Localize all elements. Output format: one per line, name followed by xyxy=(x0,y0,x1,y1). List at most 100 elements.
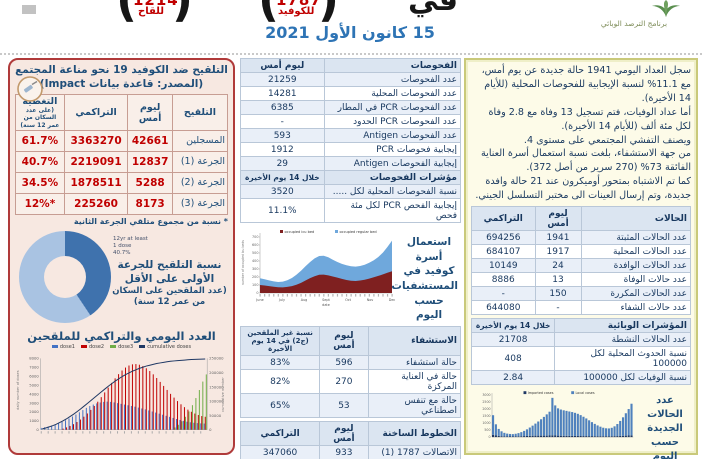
col-header-period: خلال 14 يوم الأخيرة xyxy=(470,318,556,334)
covid-hotline-number: 1787 xyxy=(276,0,322,9)
summary-line: من جهة الاستشفاء، بلغت نسبة استعمال أسرة… xyxy=(481,148,691,174)
row-cumulative: 8886 xyxy=(471,272,536,288)
svg-text:400: 400 xyxy=(252,259,258,263)
hospital-beds-block: 0 100 200 300 400 500 600 700 June July Aug Sept Oct… xyxy=(240,227,461,323)
legend-swatch-dose3 xyxy=(110,345,117,349)
row-value: 14281 xyxy=(240,86,325,101)
col-header-period: خلال 14 يوم الأخيرة xyxy=(240,170,325,185)
header-divider xyxy=(0,53,702,55)
vaccination-chart-title: العدد اليومي والتراكمي للملقحين xyxy=(27,328,216,343)
svg-text:100: 100 xyxy=(252,283,258,287)
title-paren: ( xyxy=(258,0,280,27)
row-value: 21259 xyxy=(240,72,325,87)
table-row: الجرعة (3) 8173 225260 *12% xyxy=(15,192,229,215)
row-yesterday: 5288 xyxy=(127,171,173,194)
table-row: إيجابية الفحص PCR لكل مئة فحص 11.1% xyxy=(240,198,462,223)
surveillance-program-label: برنامج الترصد الوبائي xyxy=(600,19,668,28)
first-dose-donut-chart xyxy=(19,230,111,323)
legend-swatch-cumulative xyxy=(139,345,146,349)
row-value: 1912 xyxy=(240,142,325,157)
row-label: نسبة الفحوصات المحلية لكل ..... xyxy=(323,184,462,199)
table-row: عدد الفحوصات PCR الحدود - xyxy=(240,114,462,129)
row-label: الجرعة (1) xyxy=(171,150,229,173)
row-label: عدد الفحوصات PCR الحدود xyxy=(323,114,462,129)
row-value: 29 xyxy=(240,156,325,171)
title-paren: ( xyxy=(116,0,138,27)
table-row: عدد الحالات النشطة 21708 xyxy=(470,332,691,348)
legend-label: dose2 xyxy=(88,343,105,350)
row-yesterday: 1917 xyxy=(534,244,582,260)
syringe-icon xyxy=(17,76,43,107)
report-date: 15 كانون الأول 2021 xyxy=(265,23,435,42)
legend-label: dose1 xyxy=(59,343,75,350)
summary-line: سجل العداد اليومي 1941 حالة جديدة عن يوم… xyxy=(481,65,691,104)
svg-text:Local cases: Local cases xyxy=(576,391,595,395)
row-label: عدد الفحوصات Antigen xyxy=(323,128,462,143)
svg-text:occupied regular bed: occupied regular bed xyxy=(340,230,377,234)
row-cumulative: 2219091 xyxy=(63,150,129,173)
svg-text:8000: 8000 xyxy=(29,357,39,361)
dose3-footnote: * نسبة من مجموع متلقي الجرعة الثانية xyxy=(73,216,228,226)
cases-table: الحالات ليوم أمس التراكمي عدد الحالات ال… xyxy=(471,206,691,316)
svg-text:300: 300 xyxy=(252,267,258,271)
summary-line: أما عداد الوفيات، فتم تسجيل 13 وفاة مع 2… xyxy=(488,106,691,132)
col-header-cumulative: التراكمي xyxy=(63,94,129,131)
row-value: 21708 xyxy=(470,332,556,348)
table-row: حالة في العناية المركزة 270 82% xyxy=(239,369,462,395)
daily-summary-text: سجل العداد اليومي 1941 حالة جديدة عن يوم… xyxy=(471,64,691,203)
row-value: 11.1% xyxy=(240,198,325,223)
svg-text:July: July xyxy=(278,298,285,302)
table-row: عدد الفحوصات PCR في المطار 6385 xyxy=(240,100,462,115)
col-header-yesterday: ليوم أمس xyxy=(534,206,582,232)
row-label: الجرعة (2) xyxy=(171,171,229,194)
col-header-test-indicators: مؤشرات الفحوصات xyxy=(323,170,462,185)
row-label: إيجابية الفحوصات Antigen xyxy=(323,156,462,171)
svg-text:Sept: Sept xyxy=(322,298,330,302)
row-cumulative: 225260 xyxy=(63,192,129,215)
table-row: حالة مع تنفس اصطناعي 53 65% xyxy=(239,393,462,419)
row-coverage: 34.5% xyxy=(15,171,65,194)
hotline-table-header: الخطوط الساخنة ليوم أمس التراكمي xyxy=(239,421,462,447)
cedar-logo-icon xyxy=(652,0,680,17)
table-row: عدد حالات الشفاء -644080 xyxy=(471,300,691,316)
row-yesterday: 933 xyxy=(319,445,369,459)
epi-indicators-table: المؤشرات الوبائية خلال 14 يوم الأخيرة عد… xyxy=(470,318,691,386)
col-header-tests: الفحوصات xyxy=(323,58,462,73)
row-label: عدد الحالات المثبتة xyxy=(580,230,691,246)
hospital-beds-area-chart: 0 100 200 300 400 500 600 700 June July Aug Sept Oct… xyxy=(241,230,396,307)
col-header-cases: الحالات xyxy=(580,206,691,232)
table-row: إيجابية فحوصات PCR 1912 xyxy=(240,142,462,157)
summary-line: ويصنف التفشي المجتمعي على مستوى 4. xyxy=(523,134,691,146)
tests-column: الفحوصات ليوم أمس عدد الفحوصات 21259 عدد … xyxy=(239,58,462,459)
donut-caption: نسبة التلقيح للجرعة الأولى على الأقل (عد… xyxy=(112,259,227,308)
col-header-vaccination: التلقيح xyxy=(171,94,229,131)
col-header-yesterday: ليوم أمس xyxy=(319,326,369,357)
row-value: 3520 xyxy=(240,184,325,199)
svg-text:Dec: Dec xyxy=(389,298,396,302)
svg-text:1000: 1000 xyxy=(29,419,39,423)
svg-text:Nov: Nov xyxy=(367,298,374,302)
covid-hotline-label: للكوفيد xyxy=(278,6,315,17)
tests-table: الفحوصات ليوم أمس عدد الفحوصات 21259 عدد … xyxy=(240,58,462,223)
row-label: عدد الفحوصات المحلية xyxy=(323,86,462,101)
svg-text:0: 0 xyxy=(36,428,39,432)
cropped-title-fragment: في xyxy=(408,0,458,18)
row-yesterday: 1941 xyxy=(534,230,582,246)
coverage-note: (على عدد السكان من عمر 12 سنة) xyxy=(20,107,60,129)
svg-text:5000: 5000 xyxy=(29,383,39,387)
svg-text:4000: 4000 xyxy=(29,392,39,396)
col-header-yesterday: ليوم أمس xyxy=(127,94,173,131)
row-yesterday: 12837 xyxy=(127,150,173,173)
row-yesterday: 13 xyxy=(534,272,582,288)
table-row: عدد الحالات المثبتة 1941 694256 xyxy=(471,230,691,246)
title-paren: ) xyxy=(318,0,340,27)
table-row: المسجلين 42661 3363270 61.7% xyxy=(15,129,229,152)
row-cumulative: 644080 xyxy=(471,300,536,316)
svg-text:Aug: Aug xyxy=(301,298,308,302)
row-label: الجرعة (3) xyxy=(171,192,229,215)
svg-text:250000: 250000 xyxy=(209,357,224,361)
row-label: عدد حالات الوفاة xyxy=(580,272,691,288)
row-yesterday: 24 xyxy=(534,258,582,274)
table-row: نسبة الفحوصات المحلية لكل ..... 3520 xyxy=(240,184,462,199)
row-label: إيجابية فحوصات PCR xyxy=(323,142,462,157)
